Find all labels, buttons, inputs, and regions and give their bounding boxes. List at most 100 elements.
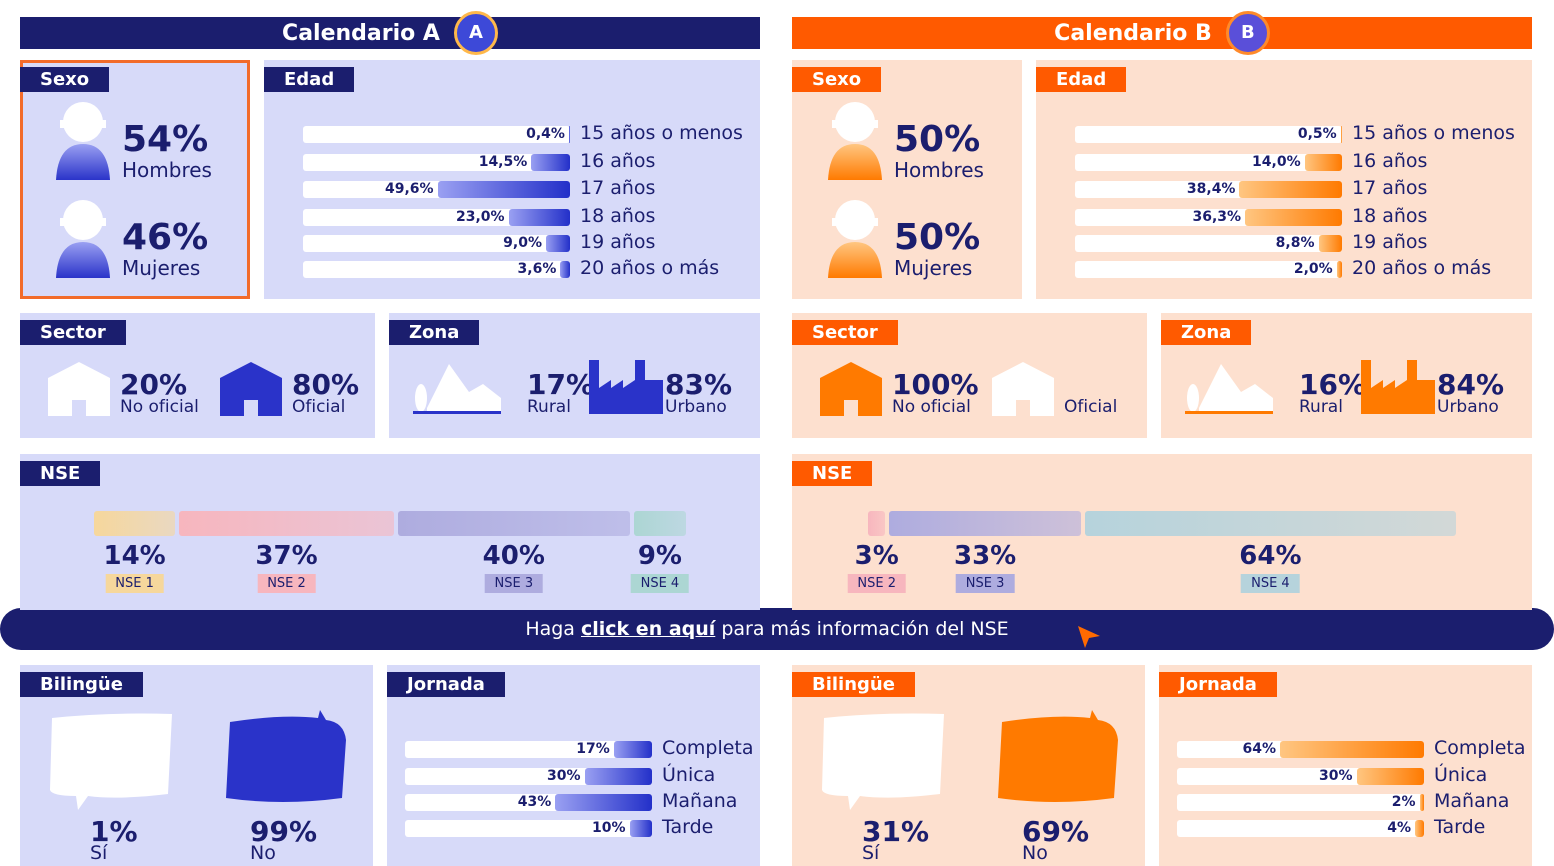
house-icon-svg	[218, 360, 284, 416]
house-icon-svg	[46, 360, 112, 416]
sexo-pct: 50%	[894, 220, 980, 256]
bar-value-label: 38,4%	[1187, 182, 1236, 196]
sexo-label: Mujeres	[122, 258, 200, 278]
bar-value-label: 23,0%	[456, 210, 505, 224]
bar-value-label: 17%	[576, 742, 610, 756]
zona-pct: 16%	[1299, 371, 1366, 399]
calendar-badge: B	[1226, 11, 1270, 55]
banner-text: Haga	[525, 618, 575, 640]
section-tag: Edad	[264, 67, 354, 92]
section-tag: Zona	[1161, 320, 1251, 345]
bar-value-label: 14,5%	[479, 155, 528, 169]
zona-icon	[409, 358, 503, 416]
sector-pct: 20%	[120, 371, 187, 399]
speech-bubble-svg	[222, 710, 348, 810]
nse-tag: NSE 1	[105, 574, 164, 593]
bar-category-label: 19 años	[1352, 233, 1427, 252]
bar-category-label: 19 años	[580, 233, 655, 252]
bar-value-label: 4%	[1387, 821, 1411, 835]
bar-value-label: 43%	[518, 795, 552, 809]
speech-bubble	[820, 710, 946, 810]
section-tag: Edad	[1036, 67, 1126, 92]
section-tag: Sexo	[792, 67, 881, 92]
bilingue-label: No	[250, 844, 276, 863]
nse-tag: NSE 2	[847, 574, 906, 593]
nse-pct: 9%	[638, 543, 682, 569]
nse-pct: 40%	[483, 543, 545, 569]
nse-segment	[398, 511, 630, 536]
speech-bubble-svg	[48, 710, 174, 810]
bar-value-label: 64%	[1242, 742, 1276, 756]
bar	[1420, 794, 1425, 811]
sexo-pct: 50%	[894, 122, 980, 158]
zona-label: Urbano	[1437, 399, 1499, 416]
bar	[1319, 235, 1342, 252]
bar-category-label: 15 años o menos	[580, 124, 743, 143]
person-icon-svg	[822, 198, 888, 278]
sexo-label: Hombres	[122, 160, 212, 180]
sector-label: No oficial	[892, 399, 971, 416]
bar-category-label: Completa	[662, 739, 754, 758]
bar-track	[303, 154, 570, 171]
bar	[438, 181, 570, 198]
bar-category-label: Mañana	[1434, 792, 1509, 811]
nse-segment	[634, 511, 686, 536]
nse-segment	[889, 511, 1080, 536]
bar-value-label: 8,8%	[1276, 236, 1315, 250]
bar-category-label: 15 años o menos	[1352, 124, 1515, 143]
section-tag: Sector	[792, 320, 898, 345]
section-tag: Zona	[389, 320, 479, 345]
speech-bubble-svg	[820, 710, 946, 810]
calendar-badge-letter: A	[469, 22, 483, 43]
house-icon	[818, 360, 884, 416]
speech-bubble-svg	[994, 710, 1120, 810]
nse-segment	[868, 511, 885, 536]
section-tag: NSE	[20, 461, 100, 486]
speech-bubble	[994, 710, 1120, 810]
bar	[1239, 181, 1342, 198]
bar-category-label: 16 años	[1352, 152, 1427, 171]
sexo-pct: 54%	[122, 122, 208, 158]
bar-category-label: Completa	[1434, 739, 1526, 758]
bar	[555, 794, 652, 811]
bar-category-label: 18 años	[580, 207, 655, 226]
bilingue-label: Sí	[862, 844, 879, 863]
page: Haga click en aquí para más información …	[0, 0, 1554, 866]
bar	[1280, 741, 1424, 758]
nse-segment	[179, 511, 394, 536]
bar-value-label: 3,6%	[518, 262, 557, 276]
nse-segment	[94, 511, 175, 536]
bar	[585, 768, 653, 785]
calendar-title: Calendario B	[1054, 21, 1212, 46]
bar-category-label: 20 años o más	[1352, 259, 1491, 278]
bar-category-label: Única	[662, 766, 715, 785]
zona-label: Rural	[1299, 399, 1343, 416]
bar	[560, 261, 570, 278]
person-icon-svg	[50, 198, 116, 278]
banner-text: para más información del NSE	[721, 618, 1008, 640]
bar-track	[1075, 154, 1342, 171]
bar-category-label: Única	[1434, 766, 1487, 785]
bar-value-label: 10%	[592, 821, 626, 835]
bar-category-label: Tarde	[1434, 818, 1485, 837]
bar	[546, 235, 570, 252]
bar	[569, 126, 570, 143]
bar-category-label: Mañana	[662, 792, 737, 811]
house-icon	[46, 360, 112, 416]
bar	[1415, 820, 1424, 837]
bar-value-label: 30%	[1319, 769, 1353, 783]
section-tag: Bilingüe	[20, 672, 143, 697]
person-icon	[50, 198, 116, 278]
sector-pct: 80%	[292, 371, 359, 399]
zona-label: Rural	[527, 399, 571, 416]
person-icon	[822, 198, 888, 278]
bar-value-label: 0,5%	[1298, 127, 1337, 141]
bar-track	[1177, 794, 1424, 811]
nse-tag: NSE 2	[257, 574, 316, 593]
person-icon-svg	[822, 100, 888, 180]
bar-category-label: 17 años	[580, 179, 655, 198]
section-tag: Jornada	[387, 672, 505, 697]
banner-link[interactable]: click en aquí	[581, 618, 715, 640]
bar-value-label: 36,3%	[1193, 210, 1242, 224]
